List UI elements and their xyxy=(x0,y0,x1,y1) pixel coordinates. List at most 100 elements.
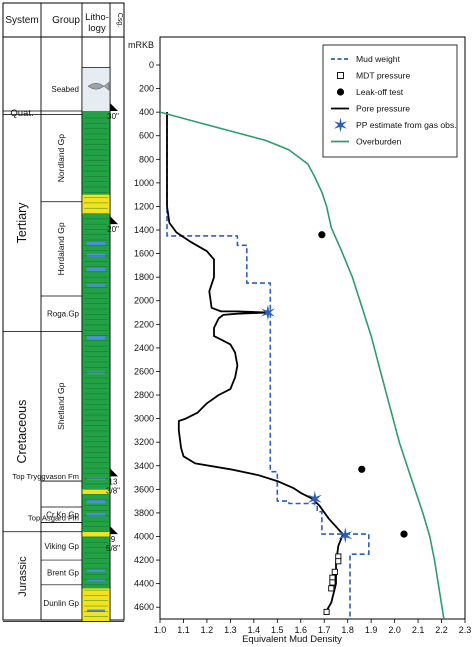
casing-size-label: 20" xyxy=(107,225,119,234)
x-axis-label: Equivalent Mud Density xyxy=(242,634,342,645)
leak-off-test-point xyxy=(400,530,408,538)
legend-label-leak-off-test: Leak-off test xyxy=(356,87,404,97)
lithology-header-line2: logy xyxy=(88,23,106,34)
casing-shoe-icon xyxy=(110,526,118,535)
legend: Mud weight MDT pressure Leak-off test Pore … xyxy=(322,44,458,158)
carbonate-band xyxy=(87,253,105,258)
system-header: System xyxy=(5,15,38,26)
y-tick-label: 1200 xyxy=(134,201,154,211)
y-tick-label: 3600 xyxy=(134,484,154,494)
legend-box xyxy=(322,44,458,158)
group-label: Viking Gp xyxy=(44,542,79,551)
x-tick-label: 1.6 xyxy=(295,625,308,635)
x-tick-label: 1.3 xyxy=(224,625,237,635)
casing-shoe-icon xyxy=(110,216,118,225)
carbonate-band xyxy=(87,512,105,517)
system-label: Cretaceous xyxy=(15,400,29,464)
carbonate-band xyxy=(87,267,105,272)
legend-swatch-mdt-pressure xyxy=(337,72,344,79)
group-label: Brent Gp xyxy=(47,568,80,577)
casing-size-label: 30" xyxy=(107,112,119,121)
group-label: Seabed xyxy=(51,85,79,94)
lithology-header-line1: Litho- xyxy=(85,12,109,23)
x-tick-label: 2.3 xyxy=(459,625,472,635)
pressure-chart: mRKB Equivalent Mud Density 0 200 400 600 80… xyxy=(128,36,472,645)
y-tick-label: 4200 xyxy=(134,555,154,565)
y-tick-label: 4600 xyxy=(134,602,154,612)
y-tick-label: 1800 xyxy=(134,272,154,282)
x-tick-label: 1.1 xyxy=(177,625,190,635)
x-tick-label: 2.2 xyxy=(435,625,448,635)
x-tick-label: 1.4 xyxy=(248,625,261,635)
y-tick-label: 3400 xyxy=(134,461,154,471)
group-label: Roga.Gp xyxy=(47,310,80,319)
group-header: Group xyxy=(52,15,80,26)
casing-header: Csg. xyxy=(116,13,123,27)
casing-size-label: 9 xyxy=(111,535,116,544)
x-tick-label: 1.7 xyxy=(318,625,331,635)
formation-marker-label: Top Asgard Fm xyxy=(28,513,79,522)
fish-icon xyxy=(87,81,110,91)
y-tick-label: 400 xyxy=(139,107,154,117)
y-tick-label: 2000 xyxy=(134,296,154,306)
sand-band xyxy=(82,588,110,622)
carbonate-band xyxy=(87,499,105,504)
column-frame xyxy=(2,2,125,621)
y-tick-label: 2800 xyxy=(134,390,154,400)
group-label: Dunlin Gp xyxy=(43,599,79,608)
carbonate-band xyxy=(87,284,105,287)
legend-swatch-leak-off-test xyxy=(336,88,345,96)
casing-size-label: 5/8" xyxy=(106,544,120,553)
casing-size-label: 3/8" xyxy=(106,486,120,495)
legend-label-pp-estimate-from-gas-obs: PP estimate from gas obs. xyxy=(356,120,457,130)
casing-shoe-icon xyxy=(110,102,118,111)
y-tick-label: 200 xyxy=(139,84,154,94)
system-label: Quat. xyxy=(10,108,33,119)
y-tick-label: 1000 xyxy=(134,178,154,188)
leak-off-test-point xyxy=(318,231,326,239)
group-label: Nordland Gp xyxy=(56,134,66,182)
legend-label-mdt-pressure: MDT pressure xyxy=(356,71,411,81)
y-tick-label: 3200 xyxy=(134,437,154,447)
y-tick-label: 4000 xyxy=(134,531,154,541)
overburden-line xyxy=(160,111,445,619)
x-tick-label: 2.1 xyxy=(412,625,425,635)
pore-pressure-line xyxy=(166,112,344,615)
x-tick-label: 1.5 xyxy=(271,625,284,635)
mdt-pressure-point xyxy=(331,568,338,575)
legend-label-overburden: Overburden xyxy=(356,137,402,147)
mdt-pressure-point xyxy=(329,579,336,586)
legend-label-pore-pressure: Pore pressure xyxy=(356,104,410,114)
mdt-pressure-point xyxy=(328,585,335,592)
carbonate-band xyxy=(87,569,105,572)
lithology-frame xyxy=(81,67,111,622)
y-tick-label: 3800 xyxy=(134,508,154,518)
formation-marker-label: Top Tryggvason Fm xyxy=(12,472,79,481)
group-label: Hordaland Gp xyxy=(56,222,66,275)
y-tick-label: 600 xyxy=(139,131,154,141)
pp-estimate-star xyxy=(261,304,275,321)
mud-weight-line xyxy=(166,112,370,619)
y-tick-label: 1400 xyxy=(134,225,154,235)
x-tick-label: 1.2 xyxy=(201,625,214,635)
sand-band xyxy=(82,194,110,214)
mdt-pressure-point xyxy=(335,558,342,565)
x-tick-label: 1.8 xyxy=(341,625,354,635)
y-tick-label: 4400 xyxy=(134,579,154,589)
carbonate-band xyxy=(87,241,105,246)
carbonate-band xyxy=(87,609,105,612)
stratigraphy-column: System Group Litho- logy Csg. 30" 20" 133/… xyxy=(2,2,125,622)
mdt-pressure-point xyxy=(323,608,330,615)
y-tick-label: 2400 xyxy=(134,343,154,353)
y-tick-label: 2200 xyxy=(134,319,154,329)
casing-shoe-icon xyxy=(110,468,118,477)
y-tick-label: 2600 xyxy=(134,366,154,376)
y-tick-label: 0 xyxy=(149,60,154,70)
pp-estimate-star xyxy=(338,527,353,544)
casing-size-label: 13 xyxy=(109,477,118,486)
group-label: Cr.Kn.Gp xyxy=(46,511,79,520)
x-tick-label: 2.0 xyxy=(388,625,401,635)
y-tick-label: 3000 xyxy=(134,414,154,424)
carbonate-band xyxy=(87,336,105,340)
